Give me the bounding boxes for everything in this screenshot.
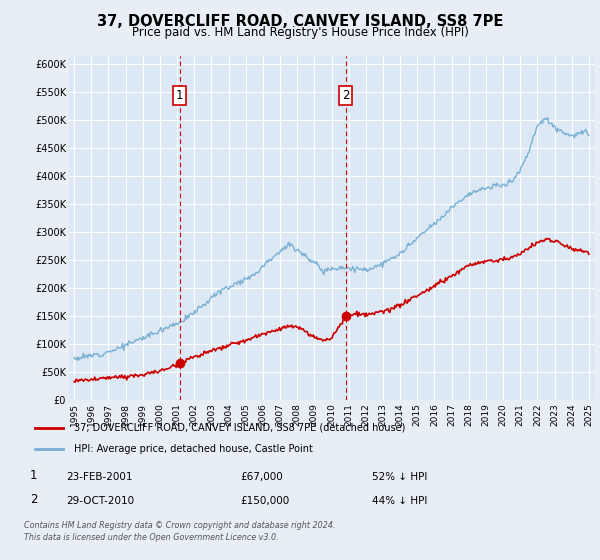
Text: HPI: Average price, detached house, Castle Point: HPI: Average price, detached house, Cast… [74, 444, 313, 454]
Text: 29-OCT-2010: 29-OCT-2010 [66, 496, 134, 506]
Text: £67,000: £67,000 [240, 472, 283, 482]
Text: 23-FEB-2001: 23-FEB-2001 [66, 472, 133, 482]
Text: 37, DOVERCLIFF ROAD, CANVEY ISLAND, SS8 7PE (detached house): 37, DOVERCLIFF ROAD, CANVEY ISLAND, SS8 … [74, 423, 405, 433]
Text: 1: 1 [176, 88, 184, 102]
Text: 1: 1 [30, 469, 37, 482]
Text: 2: 2 [342, 88, 349, 102]
Text: 37, DOVERCLIFF ROAD, CANVEY ISLAND, SS8 7PE: 37, DOVERCLIFF ROAD, CANVEY ISLAND, SS8 … [97, 14, 503, 29]
Text: This data is licensed under the Open Government Licence v3.0.: This data is licensed under the Open Gov… [24, 533, 278, 542]
Text: 52% ↓ HPI: 52% ↓ HPI [372, 472, 427, 482]
Text: Price paid vs. HM Land Registry's House Price Index (HPI): Price paid vs. HM Land Registry's House … [131, 26, 469, 39]
Text: £150,000: £150,000 [240, 496, 289, 506]
Text: Contains HM Land Registry data © Crown copyright and database right 2024.: Contains HM Land Registry data © Crown c… [24, 521, 335, 530]
Text: 44% ↓ HPI: 44% ↓ HPI [372, 496, 427, 506]
Text: 2: 2 [30, 493, 37, 506]
